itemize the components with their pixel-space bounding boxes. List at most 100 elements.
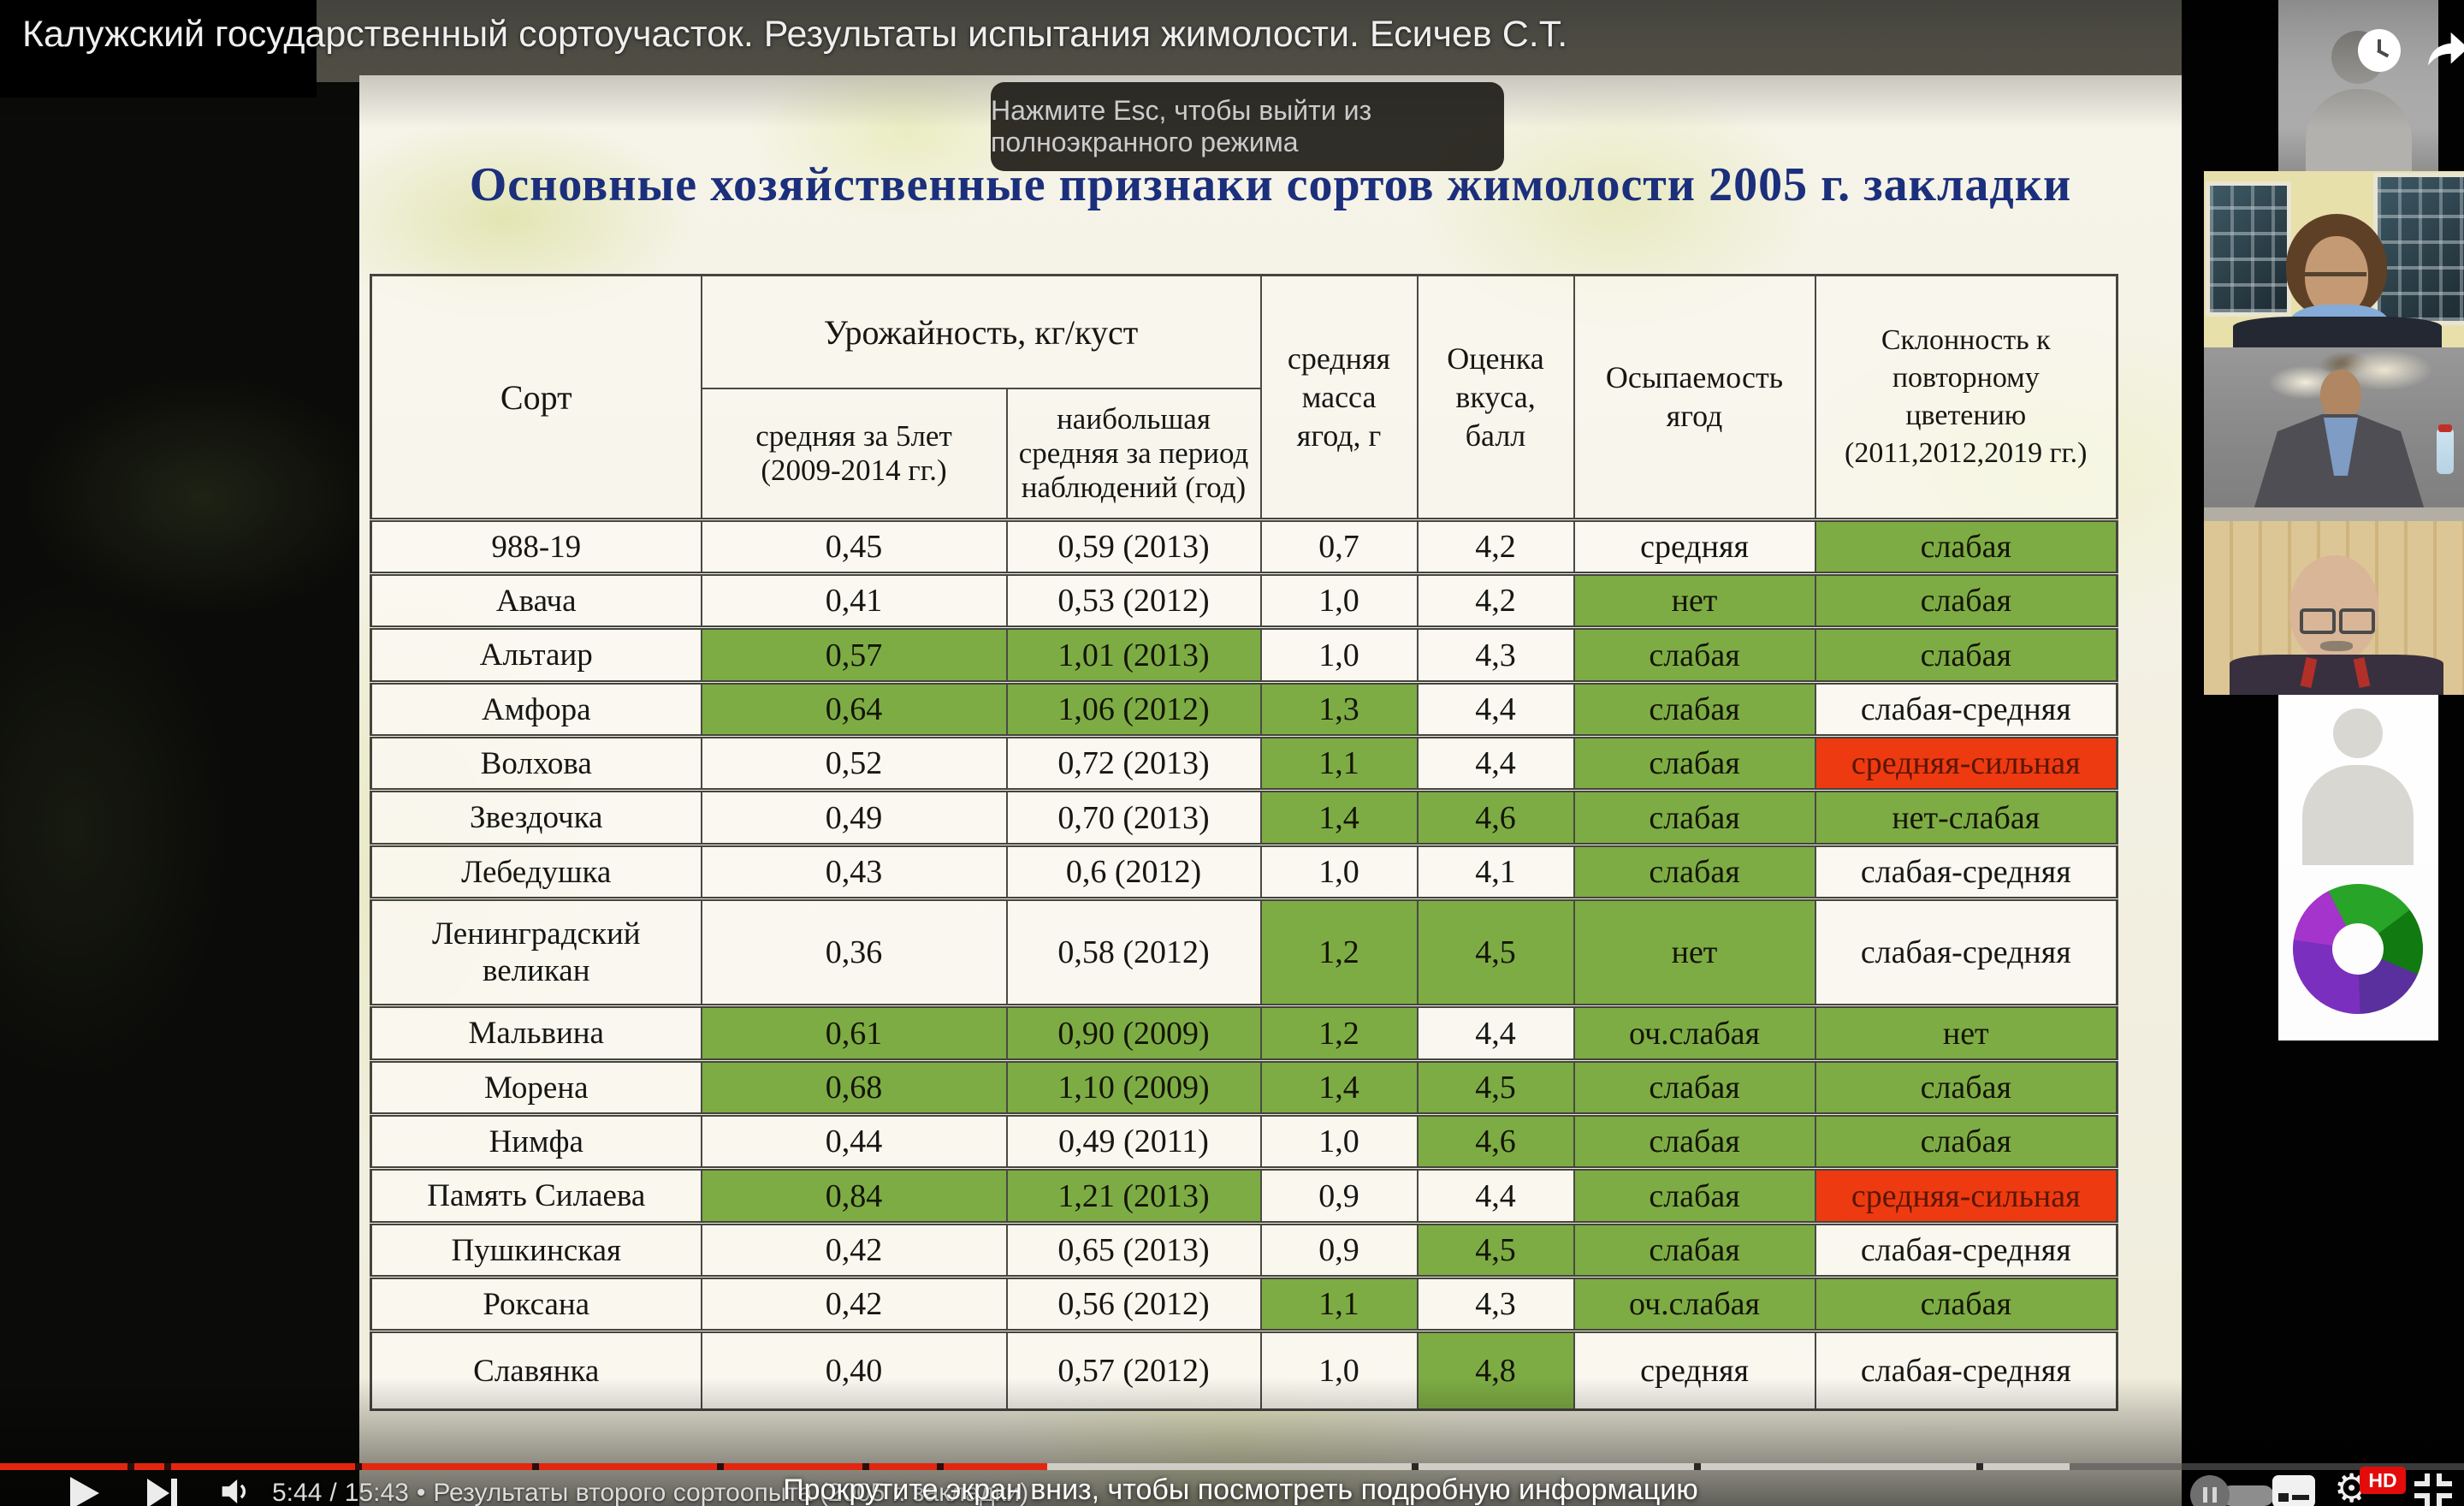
table-row: Альтаир 0,57 1,01 (2013) 1,0 4,3 слабая слабая: [370, 626, 2118, 684]
variety-name-cell: Волхова: [370, 734, 702, 792]
table-cell: оч.слабая: [1573, 1275, 1816, 1332]
participant-logo: [2278, 865, 2438, 1041]
table-cell: 0,72 (2013): [1005, 734, 1262, 792]
col-header-shedding: Осыпаемость ягод: [1573, 274, 1816, 521]
variety-name-cell: Альтаир: [370, 626, 702, 684]
table-cell: 1,01 (2013): [1005, 626, 1262, 684]
table-cell: 0,84: [700, 1166, 1008, 1224]
table-cell: слабая-средняя: [1814, 1221, 2118, 1278]
table-row: Нимфа 0,44 0,49 (2011) 1,0 4,6 слабая слабая: [370, 1112, 2118, 1170]
controls-gradient: [0, 1378, 2464, 1506]
chapter-title[interactable]: Результаты второго сортоопыта (2005 г. з…: [433, 1479, 1029, 1506]
table-cell: 4,5: [1416, 1221, 1575, 1278]
exit-fullscreen-icon[interactable]: [2414, 1473, 2464, 1506]
video-title[interactable]: Калужский государственный сортоучасток. …: [22, 14, 1568, 55]
table-cell: 1,10 (2009): [1005, 1058, 1262, 1116]
results-table: Сорт Урожайность, кг/куст средняя масса …: [370, 274, 2119, 1411]
table-row: Роксана 0,42 0,56 (2012) 1,1 4,3 оч.слабая сла…: [370, 1275, 2118, 1332]
table-cell: слабая: [1573, 1166, 1816, 1224]
chapter-gap: [532, 1463, 539, 1470]
variety-name-cell: Мальвина: [370, 1004, 702, 1062]
chapter-gap: [1976, 1463, 1983, 1470]
table-cell: средняя: [1573, 518, 1816, 575]
table-cell: слабая: [1814, 518, 2118, 575]
table-cell: 4,4: [1416, 734, 1575, 792]
current-time: 5:44: [272, 1479, 323, 1506]
table-cell: 0,90 (2009): [1005, 1004, 1262, 1062]
table-cell: слабая: [1573, 680, 1816, 738]
table-cell: слабая: [1573, 1112, 1816, 1170]
watch-later-icon[interactable]: [2358, 29, 2401, 72]
table-cell: слабая-средняя: [1814, 897, 2118, 1007]
table-cell: слабая: [1814, 626, 2118, 684]
table-cell: 0,6 (2012): [1005, 843, 1262, 900]
volume-icon[interactable]: [216, 1473, 257, 1506]
table-body: 988-19 0,45 0,59 (2013) 0,7 4,2 средняя слабая…: [370, 518, 2118, 1411]
table-cell: 0,53 (2012): [1005, 572, 1262, 629]
time-display: 5:44/15:43 • Результаты второго сортоопыта…: [272, 1479, 1029, 1506]
table-cell: 1,1: [1259, 1275, 1419, 1332]
table-cell: 4,6: [1416, 1112, 1575, 1170]
participant-avatar-placeholder-top: [2278, 0, 2438, 171]
table-cell: 4,3: [1416, 1275, 1575, 1332]
variety-name-cell: 988-19: [370, 518, 702, 575]
miniplayer-icon[interactable]: [2272, 1475, 2315, 1506]
variety-name-cell: Лебедушка: [370, 843, 702, 900]
col-header-berry-mass: средняя масса ягод, г: [1259, 274, 1419, 521]
chapter-gap: [355, 1463, 362, 1470]
table-cell: 0,70 (2013): [1005, 788, 1262, 846]
table-cell: нет: [1814, 1004, 2118, 1062]
participant-webcam-man-suit: [2204, 347, 2464, 521]
scroll-down-hint: Прокрутите экран вниз, чтобы посмотреть …: [783, 1473, 1698, 1506]
table-cell: 0,36: [700, 897, 1008, 1007]
table-cell: 4,2: [1416, 518, 1575, 575]
table-cell: 0,42: [700, 1275, 1008, 1332]
chapter-gap: [937, 1463, 944, 1470]
table-cell: 1,0: [1259, 626, 1419, 684]
table-cell: 0,45: [700, 518, 1008, 575]
table-cell: слабая: [1814, 1112, 2118, 1170]
table-cell: слабая: [1814, 1058, 2118, 1116]
table-cell: 0,41: [700, 572, 1008, 629]
table-cell: 0,43: [700, 843, 1008, 900]
fullscreen-esc-tooltip: Нажмите Esc, чтобы выйти из полноэкранно…: [991, 82, 1504, 171]
autoplay-toggle[interactable]: [2221, 1485, 2274, 1506]
table-cell: нет: [1573, 572, 1816, 629]
water-bottle: [2437, 428, 2454, 474]
col-header-taste: Оценка вкуса, балл: [1416, 274, 1575, 521]
table-cell: 0,9: [1259, 1221, 1419, 1278]
variety-name-cell: Ленинградский великан: [370, 897, 702, 1007]
table-cell: 1,0: [1259, 843, 1419, 900]
col-header-max: наибольшая средняя за период наблюдений …: [1005, 388, 1262, 521]
table-cell: средняя-сильная: [1814, 1166, 2118, 1224]
table-cell: 1,4: [1259, 788, 1419, 846]
table-cell: 0,65 (2013): [1005, 1221, 1262, 1278]
progress-bar[interactable]: [0, 1463, 2464, 1470]
table-row: Звездочка 0,49 0,70 (2013) 1,4 4,6 слабая нет-…: [370, 788, 2118, 846]
table-cell: 0,59 (2013): [1005, 518, 1262, 575]
hd-quality-badge[interactable]: HD: [2360, 1467, 2406, 1494]
table-cell: средняя-сильная: [1814, 734, 2118, 792]
variety-name-cell: Роксана: [370, 1275, 702, 1332]
variety-name-cell: Память Силаева: [370, 1166, 702, 1224]
participant-avatar-placeholder-bottom: [2278, 695, 2438, 865]
table-cell: 1,06 (2012): [1005, 680, 1262, 738]
table-row: Морена 0,68 1,10 (2009) 1,4 4,5 слабая слабая: [370, 1058, 2118, 1116]
next-button[interactable]: [147, 1479, 181, 1506]
variety-name-cell: Пушкинская: [370, 1221, 702, 1278]
autoplay-toggle-knob[interactable]: [2190, 1475, 2230, 1506]
table-row: Пушкинская 0,42 0,65 (2013) 0,9 4,5 слабая сла…: [370, 1221, 2118, 1278]
table-cell: 1,2: [1259, 897, 1419, 1007]
table-header: Сорт Урожайность, кг/куст средняя масса …: [370, 274, 2118, 521]
table-cell: 1,21 (2013): [1005, 1166, 1262, 1224]
table-cell: 4,4: [1416, 680, 1575, 738]
glasses: [2300, 608, 2336, 634]
table-cell: 4,4: [1416, 1004, 1575, 1062]
chapter-gap: [1694, 1463, 1701, 1470]
play-button[interactable]: [70, 1477, 99, 1506]
table-row: Ленинградский великан 0,36 0,58 (2012) 1,2 4…: [370, 897, 2118, 1007]
share-icon[interactable]: [2423, 31, 2464, 68]
table-cell: 4,6: [1416, 788, 1575, 846]
table-row: 988-19 0,45 0,59 (2013) 0,7 4,2 средняя слабая: [370, 518, 2118, 575]
